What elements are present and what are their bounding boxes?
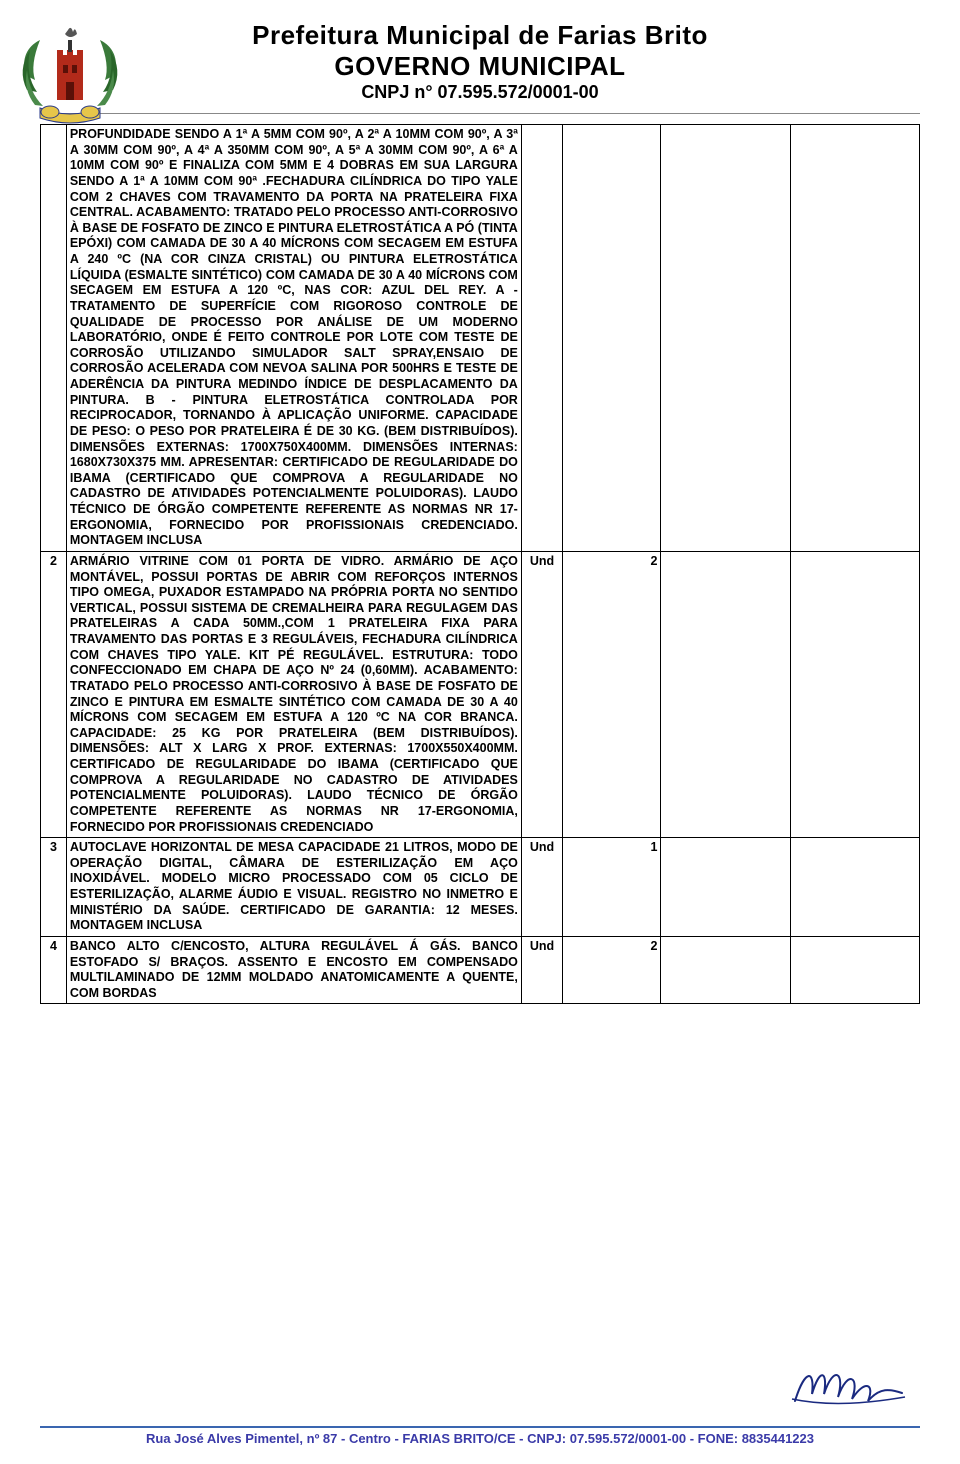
cell-num: 3	[41, 838, 67, 937]
footer-divider	[40, 1426, 920, 1428]
cell-blank	[790, 551, 919, 837]
items-table: PROFUNDIDADE SENDO A 1ª A 5MM COM 90º, A…	[40, 124, 920, 1004]
cell-unit: Und	[521, 838, 562, 937]
header-divider	[40, 113, 920, 114]
cell-num	[41, 125, 67, 552]
table-row: 2 ARMÁRIO VITRINE COM 01 PORTA DE VIDRO.…	[41, 551, 920, 837]
table-row: 3 AUTOCLAVE HORIZONTAL DE MESA CAPACIDAD…	[41, 838, 920, 937]
signature-icon	[790, 1359, 910, 1409]
cell-blank	[661, 125, 790, 552]
cell-qty: 2	[563, 936, 661, 1004]
page-footer: Rua José Alves Pimentel, nº 87 - Centro …	[40, 1426, 920, 1446]
cell-unit: Und	[521, 936, 562, 1004]
cell-qty: 1	[563, 838, 661, 937]
footer-address: Rua José Alves Pimentel, nº 87 - Centro …	[40, 1431, 920, 1446]
cell-blank	[661, 936, 790, 1004]
cell-unit: Und	[521, 551, 562, 837]
header-title-2: GOVERNO MUNICIPAL	[40, 51, 920, 82]
cell-qty: 2	[563, 551, 661, 837]
cell-blank	[661, 551, 790, 837]
cell-desc: ARMÁRIO VITRINE COM 01 PORTA DE VIDRO. A…	[66, 551, 521, 837]
page-header: Prefeitura Municipal de Farias Brito GOV…	[40, 20, 920, 109]
cell-blank	[661, 838, 790, 937]
header-title-1: Prefeitura Municipal de Farias Brito	[40, 20, 920, 51]
municipal-crest-icon	[15, 20, 125, 130]
cell-blank	[790, 936, 919, 1004]
cell-blank	[790, 838, 919, 937]
cell-unit	[521, 125, 562, 552]
table-row: 4 BANCO ALTO C/ENCOSTO, ALTURA REGULÁVEL…	[41, 936, 920, 1004]
cell-qty	[563, 125, 661, 552]
cell-desc: BANCO ALTO C/ENCOSTO, ALTURA REGULÁVEL Á…	[66, 936, 521, 1004]
cell-blank	[790, 125, 919, 552]
cell-num: 4	[41, 936, 67, 1004]
cell-desc: AUTOCLAVE HORIZONTAL DE MESA CAPACIDADE …	[66, 838, 521, 937]
cell-num: 2	[41, 551, 67, 837]
header-cnpj: CNPJ n° 07.595.572/0001-00	[40, 82, 920, 103]
cell-desc: PROFUNDIDADE SENDO A 1ª A 5MM COM 90º, A…	[66, 125, 521, 552]
table-row: PROFUNDIDADE SENDO A 1ª A 5MM COM 90º, A…	[41, 125, 920, 552]
